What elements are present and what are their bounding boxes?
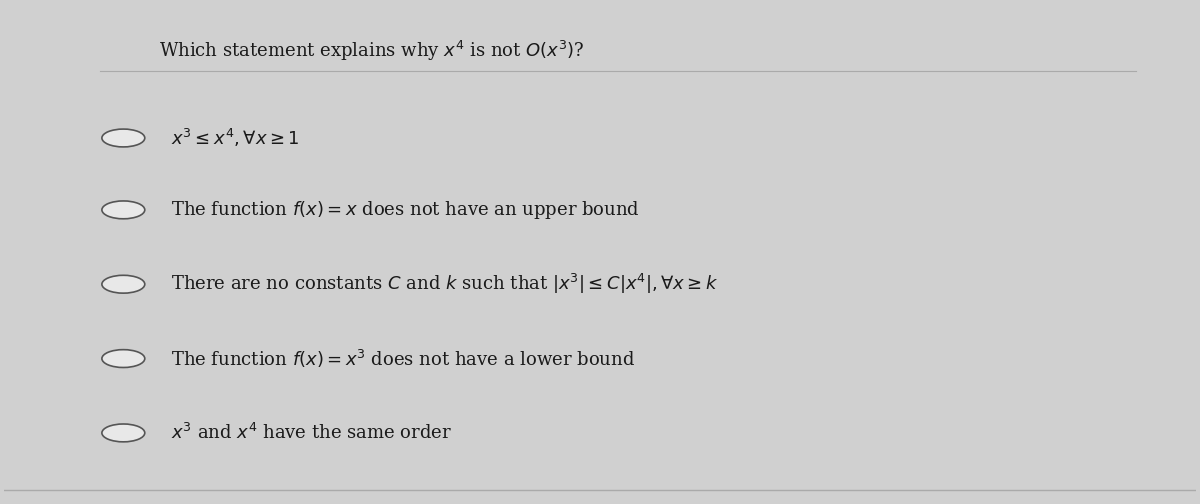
Circle shape bbox=[102, 275, 145, 293]
Circle shape bbox=[102, 350, 145, 367]
Text: $x^3$ and $x^4$ have the same order: $x^3$ and $x^4$ have the same order bbox=[170, 423, 452, 443]
Text: $x^3 \leq x^4, \forall x \geq 1$: $x^3 \leq x^4, \forall x \geq 1$ bbox=[170, 127, 300, 149]
Circle shape bbox=[102, 201, 145, 219]
Text: The function $f(x) = x^3$ does not have a lower bound: The function $f(x) = x^3$ does not have … bbox=[170, 348, 635, 369]
Circle shape bbox=[102, 129, 145, 147]
Text: The function $f(x) = x$ does not have an upper bound: The function $f(x) = x$ does not have an… bbox=[170, 199, 640, 221]
Circle shape bbox=[102, 424, 145, 442]
Text: Which statement explains why $x^4$ is not $O(x^3)$?: Which statement explains why $x^4$ is no… bbox=[160, 39, 584, 63]
Text: There are no constants $C$ and $k$ such that $|x^3| \leq C|x^4|, \forall x \geq : There are no constants $C$ and $k$ such … bbox=[170, 272, 719, 296]
